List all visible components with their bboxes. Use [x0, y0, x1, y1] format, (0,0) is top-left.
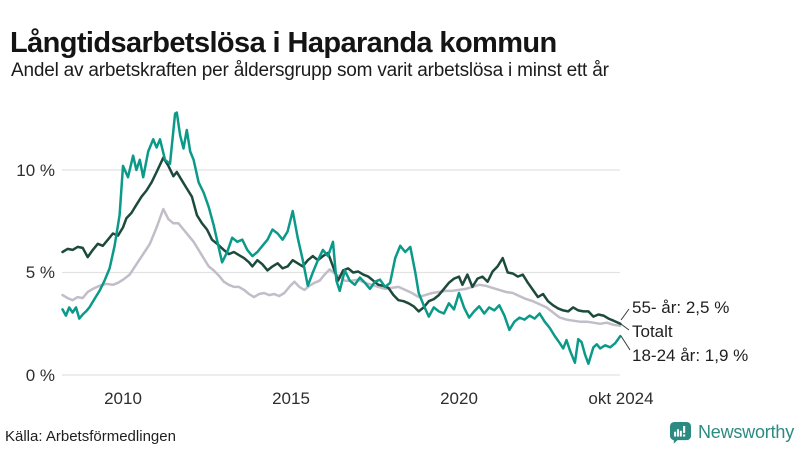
- y-axis-tick-0: 0 %: [25, 366, 55, 385]
- x-axis-tick-2010: 2010: [104, 389, 142, 408]
- page-title: Långtidsarbetslösa i Haparanda kommun: [10, 27, 557, 60]
- data-series-lines: [61, 111, 622, 365]
- series-line-Totalt: [61, 207, 622, 328]
- series-end-label-18-24: 18-24 år: 1,9 %: [632, 346, 749, 365]
- newsworthy-brand: Newsworthy: [669, 421, 794, 444]
- newsworthy-brand-name: Newsworthy: [697, 422, 794, 442]
- series-line-18-24år: [61, 111, 622, 365]
- label-leader-lines: [620, 308, 631, 351]
- x-axis-tick-okt-2024: okt 2024: [588, 389, 654, 408]
- y-axis-tick-5: 5 %: [25, 263, 55, 282]
- y-axis-tick-10: 10 %: [16, 161, 55, 180]
- x-axis-tick-2015: 2015: [272, 389, 310, 408]
- series-end-label-55: 55- år: 2,5 %: [632, 298, 730, 317]
- source-attribution: Källa: Arbetsförmedlingen: [5, 428, 176, 445]
- newsworthy-logo-icon: [669, 421, 692, 444]
- series-line-55-år: [61, 156, 622, 326]
- chart-subtitle: Andel av arbetskraften per åldersgrupp s…: [11, 60, 609, 81]
- series-end-label-totalt: Totalt: [632, 322, 673, 341]
- x-axis-tick-2020: 2020: [440, 389, 478, 408]
